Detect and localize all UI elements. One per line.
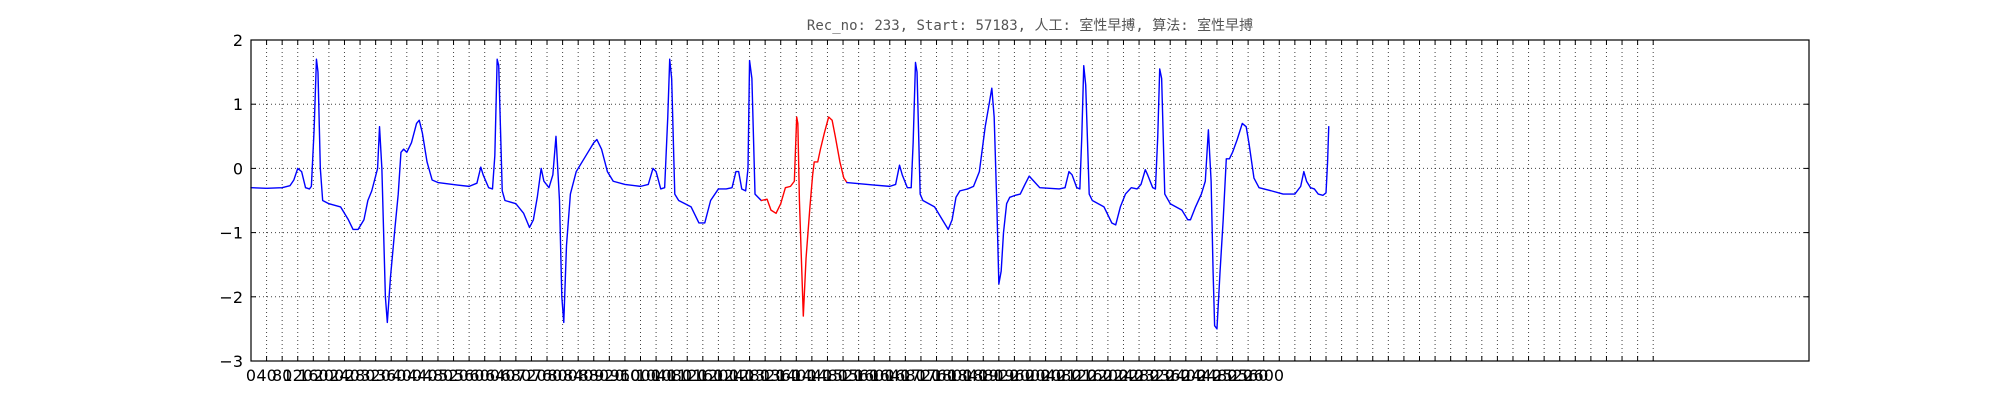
x-tick-label: 480 xyxy=(423,366,454,385)
x-tick-label: 2080 xyxy=(1041,366,1082,385)
x-tick-label: 320 xyxy=(360,366,391,385)
grid-lines xyxy=(251,40,1809,361)
x-tick-label: 1920 xyxy=(978,366,1019,385)
x-tick-label: 40 xyxy=(256,366,276,385)
x-tick-label: 2600 xyxy=(1243,366,1284,385)
x-tick-label: 520 xyxy=(438,366,469,385)
x-tick-label: 960 xyxy=(610,366,641,385)
x-tick-label: 1200 xyxy=(698,366,739,385)
x-tick-label: 2560 xyxy=(1228,366,1269,385)
ecg-series-line xyxy=(846,61,1330,330)
x-tick-label: 1520 xyxy=(823,366,864,385)
x-tick-label: 1880 xyxy=(963,366,1004,385)
x-tick-label: 760 xyxy=(532,366,563,385)
x-tick-label: 1560 xyxy=(838,366,879,385)
x-tick-label: 600 xyxy=(469,366,500,385)
x-tick-label: 2000 xyxy=(1010,366,1051,385)
x-tick-label: 360 xyxy=(376,366,407,385)
x-tick-label: 160 xyxy=(298,366,329,385)
x-tick-label: 1760 xyxy=(916,366,957,385)
y-tick-label: −2 xyxy=(219,288,243,307)
x-tick-label: 2240 xyxy=(1103,366,1144,385)
x-tick-label: 2120 xyxy=(1056,366,1097,385)
x-tick-label: 1160 xyxy=(682,366,723,385)
x-tick-label: 680 xyxy=(501,366,532,385)
chart-title: Rec_no: 233, Start: 57183, 人工: 室性早搏, 算法:… xyxy=(807,17,1253,34)
x-tick-label: 2520 xyxy=(1212,366,1253,385)
x-tick-label: 1280 xyxy=(729,366,770,385)
x-tick-label: 1800 xyxy=(932,366,973,385)
x-tick-label: 0 xyxy=(246,366,256,385)
x-tick-label: 2360 xyxy=(1150,366,1191,385)
highlighted-beat-series-line xyxy=(760,116,848,317)
x-tick-label: 560 xyxy=(454,366,485,385)
x-tick-label: 640 xyxy=(485,366,516,385)
plot-series xyxy=(250,58,1330,330)
x-tick-label: 400 xyxy=(392,366,423,385)
x-tick-label: 1840 xyxy=(947,366,988,385)
x-tick-label: 2320 xyxy=(1134,366,1175,385)
x-tick-label: 2160 xyxy=(1072,366,1113,385)
x-tick-label: 1400 xyxy=(776,366,817,385)
x-tick-label: 240 xyxy=(329,366,360,385)
x-tick-label: 1000 xyxy=(620,366,661,385)
x-tick-label: 2200 xyxy=(1088,366,1129,385)
x-tick-label: 80 xyxy=(272,366,292,385)
ecg-series-line xyxy=(250,58,762,324)
x-tick-label: 1080 xyxy=(651,366,692,385)
x-tick-label: 1680 xyxy=(885,366,926,385)
tick-marks xyxy=(250,39,1809,362)
y-tick-label: 2 xyxy=(233,31,243,50)
x-tick-label: 440 xyxy=(407,366,438,385)
y-tick-label: 0 xyxy=(233,159,243,178)
x-tick-label: 840 xyxy=(563,366,594,385)
y-tick-label: 1 xyxy=(233,95,243,114)
x-tick-label: 120 xyxy=(282,366,313,385)
x-tick-label: 2280 xyxy=(1119,366,1160,385)
x-tick-label: 1040 xyxy=(636,366,677,385)
x-tick-label: 1320 xyxy=(745,366,786,385)
x-tick-label: 2440 xyxy=(1181,366,1222,385)
x-tick-label: 880 xyxy=(578,366,609,385)
x-tick-label: 1120 xyxy=(667,366,708,385)
x-tick-label: 1360 xyxy=(760,366,801,385)
y-axis-tick-labels: 2 1 0 −1 −2 −3 xyxy=(219,31,243,371)
x-tick-label: 800 xyxy=(547,366,578,385)
x-tick-label: 200 xyxy=(314,366,345,385)
x-tick-label: 1960 xyxy=(994,366,1035,385)
x-tick-label: 920 xyxy=(594,366,625,385)
x-tick-label: 1480 xyxy=(807,366,848,385)
x-tick-label: 720 xyxy=(516,366,547,385)
y-tick-label: −1 xyxy=(219,224,243,243)
x-tick-label: 1240 xyxy=(714,366,755,385)
x-tick-label: 280 xyxy=(345,366,376,385)
x-tick-label: 1640 xyxy=(869,366,910,385)
x-tick-label: 1440 xyxy=(792,366,833,385)
x-tick-label: 1600 xyxy=(854,366,895,385)
x-tick-label: 2400 xyxy=(1165,366,1206,385)
x-axis-tick-labels: 0 408012016020024028032036040044048052056… xyxy=(246,366,1284,385)
x-tick-label: 1720 xyxy=(901,366,942,385)
x-tick-label: 2040 xyxy=(1025,366,1066,385)
x-tick-label: 2480 xyxy=(1197,366,1238,385)
y-tick-label: −3 xyxy=(219,352,243,371)
